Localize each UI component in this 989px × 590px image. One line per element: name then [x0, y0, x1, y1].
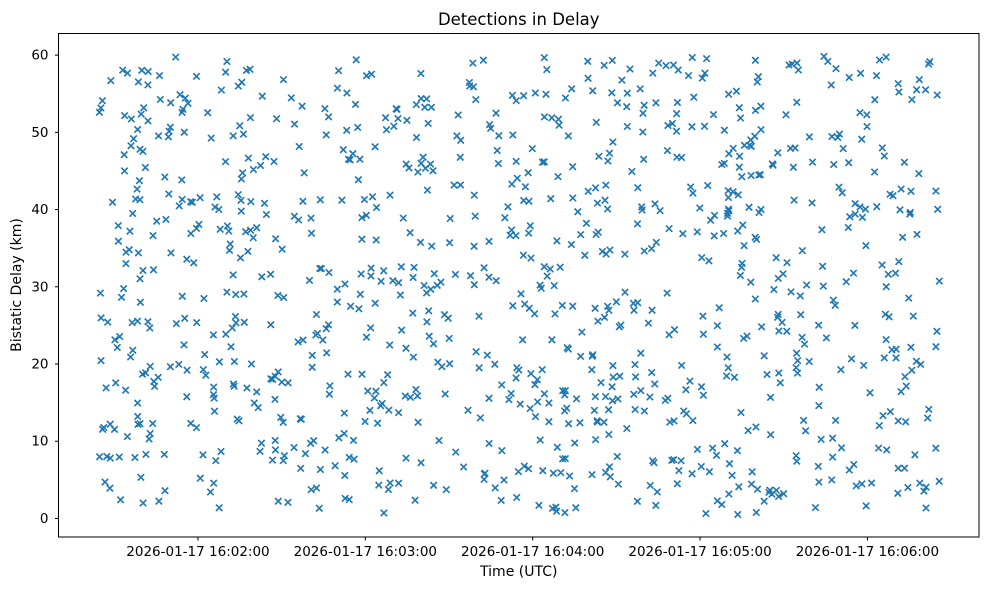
x-tick-label: 2026-01-17 16:03:00	[294, 544, 437, 560]
y-tick-label: 60	[31, 48, 48, 64]
chart-title: Detections in Delay	[438, 10, 600, 29]
y-axis-ticks: 0 10 20 30 40 50 60	[31, 48, 59, 527]
x-tick-label: 2026-01-17 16:05:00	[628, 544, 771, 560]
y-tick-label: 20	[31, 357, 48, 373]
y-tick-label: 50	[31, 125, 48, 141]
y-tick-label: 40	[31, 202, 48, 218]
scatter-points	[95, 52, 944, 519]
x-axis-label: Time (UTC)	[479, 564, 557, 580]
x-axis-ticks: 2026-01-17 16:02:00 2026-01-17 16:03:00 20…	[126, 537, 939, 560]
y-axis-label: Bistatic Delay (km)	[9, 218, 25, 352]
x-tick-label: 2026-01-17 16:04:00	[461, 544, 604, 560]
detection-markers	[95, 52, 944, 519]
y-tick-label: 10	[31, 434, 48, 450]
y-tick-label: 30	[31, 279, 48, 295]
x-tick-label: 2026-01-17 16:06:00	[796, 544, 939, 560]
x-tick-label: 2026-01-17 16:02:00	[126, 544, 269, 560]
plot-frame	[58, 33, 980, 538]
y-tick-label: 0	[40, 511, 49, 527]
axes-frame	[58, 33, 980, 538]
